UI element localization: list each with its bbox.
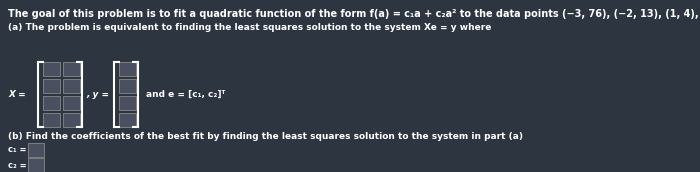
Bar xyxy=(119,62,136,76)
Text: c₁ =: c₁ = xyxy=(8,146,27,154)
Text: c₂ =: c₂ = xyxy=(8,160,27,169)
Text: The goal of this problem is to fit a quadratic function of the form f(a) = c₁a +: The goal of this problem is to fit a qua… xyxy=(8,9,700,19)
Bar xyxy=(119,79,136,93)
Bar xyxy=(28,143,44,157)
Text: (b) Find the coefficients of the best fit by finding the least squares solution : (b) Find the coefficients of the best fi… xyxy=(8,132,523,141)
Bar xyxy=(43,113,60,127)
Bar xyxy=(63,62,80,76)
Text: (a) The problem is equivalent to finding the least squares solution to the syste: (a) The problem is equivalent to finding… xyxy=(8,23,491,32)
Bar xyxy=(119,113,136,127)
Bar xyxy=(119,96,136,110)
Bar xyxy=(43,62,60,76)
Text: , y =: , y = xyxy=(86,90,109,99)
Bar xyxy=(63,79,80,93)
Bar xyxy=(43,96,60,110)
Bar xyxy=(43,79,60,93)
Bar xyxy=(63,96,80,110)
Bar xyxy=(28,158,44,172)
Bar xyxy=(63,113,80,127)
Text: and e = [c₁, c₂]ᵀ: and e = [c₁, c₂]ᵀ xyxy=(146,90,225,99)
Text: X =: X = xyxy=(8,90,26,99)
